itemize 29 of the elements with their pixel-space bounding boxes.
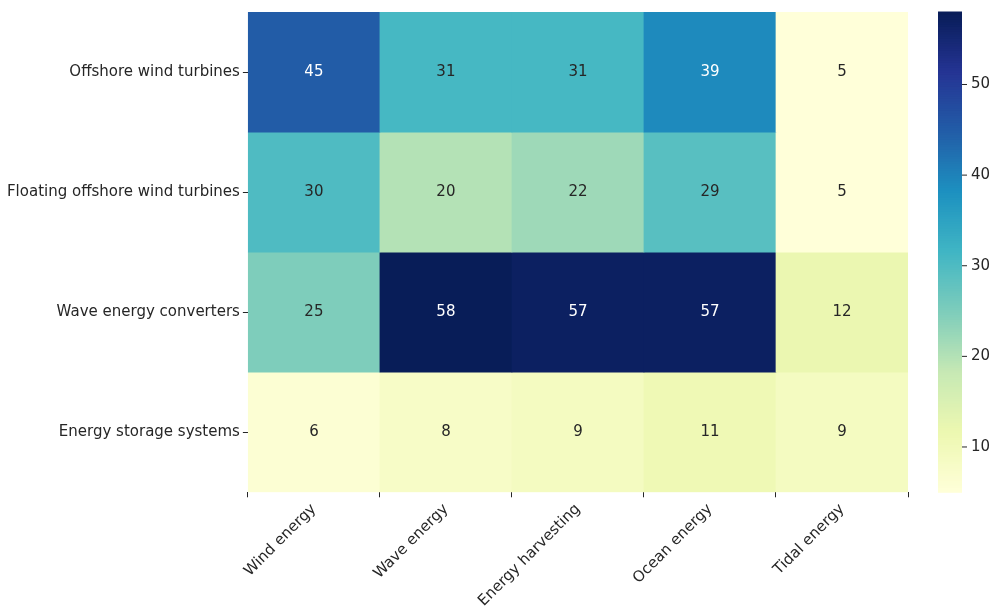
data-label: 8 bbox=[441, 422, 451, 441]
color-bar-label: 20 bbox=[971, 346, 991, 365]
data-label: 57 bbox=[568, 302, 588, 321]
color-bar-label: 40 bbox=[971, 165, 991, 184]
y-tick-label: Energy storage systems bbox=[58, 422, 241, 441]
data-label: 58 bbox=[436, 302, 456, 321]
data-label: 20 bbox=[436, 182, 456, 200]
color-bar-label: 50 bbox=[971, 74, 991, 93]
data-label: 5 bbox=[837, 182, 847, 200]
data-label: 31 bbox=[568, 61, 588, 80]
color-bar-label: 10 bbox=[971, 436, 991, 455]
y-tick-label: Wave energy converters bbox=[56, 302, 241, 321]
y-tick-label: Offshore wind turbines bbox=[69, 61, 241, 80]
data-label: 11 bbox=[700, 422, 720, 441]
data-label: 5 bbox=[837, 61, 847, 80]
y-tick-label: Floating offshore wind turbines bbox=[6, 182, 241, 200]
data-label: 12 bbox=[832, 302, 852, 321]
data-label: 9 bbox=[573, 422, 583, 441]
data-label: 22 bbox=[568, 182, 588, 200]
data-label: 9 bbox=[837, 422, 847, 441]
color-bar-label: 30 bbox=[971, 255, 991, 274]
data-label: 29 bbox=[700, 182, 720, 200]
data-label: 25 bbox=[304, 302, 324, 321]
data-label: 39 bbox=[700, 61, 720, 80]
data-label: 57 bbox=[700, 302, 720, 321]
data-label: 31 bbox=[436, 61, 456, 80]
data-label: 30 bbox=[304, 182, 324, 200]
data-label: 6 bbox=[309, 422, 319, 441]
data-label: 45 bbox=[304, 61, 324, 80]
